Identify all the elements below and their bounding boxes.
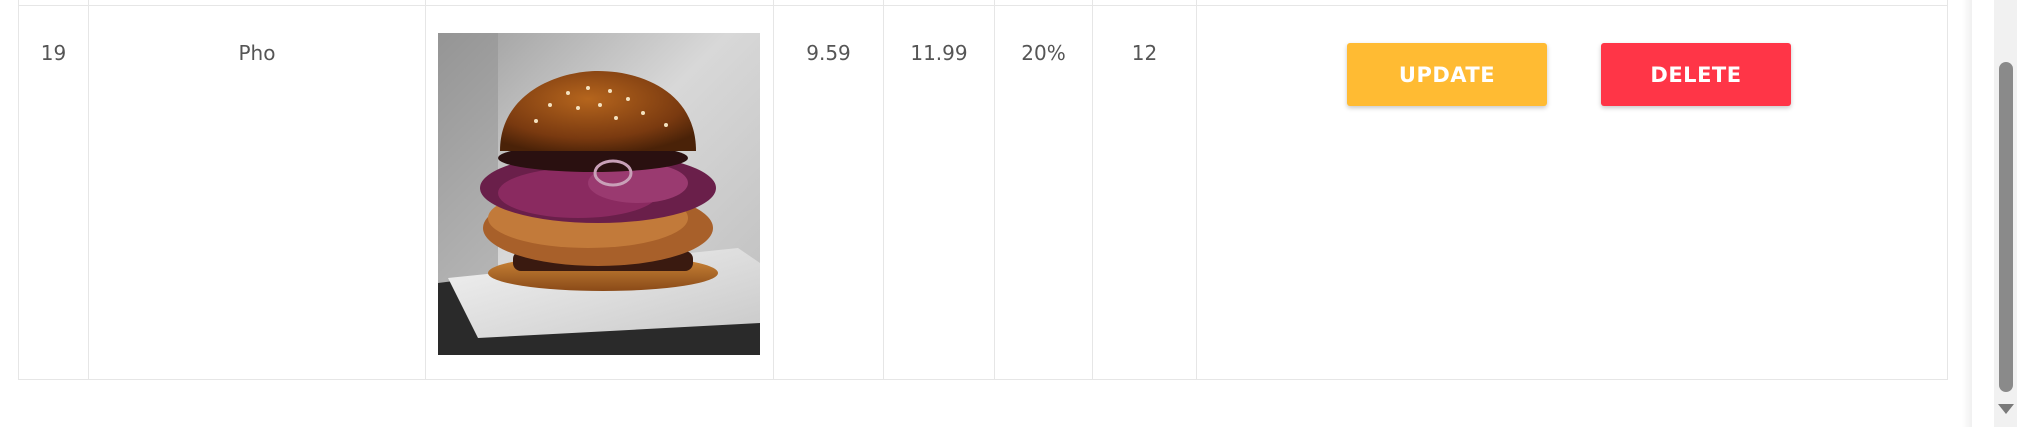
- product-image: [438, 33, 760, 355]
- scrollbar-thumb[interactable]: [1999, 62, 2013, 392]
- row-actions: UPDATE DELETE: [1197, 6, 1947, 379]
- update-button[interactable]: UPDATE: [1347, 43, 1547, 106]
- id-cell: 19: [18, 5, 89, 380]
- discount-cell: 20%: [994, 5, 1093, 380]
- quantity-cell: 12: [1092, 5, 1197, 380]
- original-price-cell: 11.99: [883, 5, 995, 380]
- delete-button[interactable]: DELETE: [1601, 43, 1791, 106]
- products-table: 19 Pho: [18, 0, 1948, 380]
- products-table-container: 19 Pho: [18, 0, 1948, 380]
- product-id: 19: [40, 41, 67, 65]
- product-name: Pho: [238, 41, 276, 65]
- vertical-scrollbar[interactable]: [1994, 0, 2017, 427]
- actions-cell: UPDATE DELETE: [1196, 5, 1948, 380]
- table-row: 19 Pho: [18, 5, 1948, 380]
- product-discount: 20%: [1021, 41, 1066, 65]
- product-price: 9.59: [806, 41, 851, 65]
- price-cell: 9.59: [773, 5, 884, 380]
- product-quantity: 12: [1131, 41, 1158, 65]
- name-cell: Pho: [88, 5, 426, 380]
- product-original-price: 11.99: [910, 41, 968, 65]
- chevron-down-icon[interactable]: [1998, 404, 2014, 414]
- page-edge-shadow: [1962, 0, 1972, 427]
- image-cell: [425, 5, 774, 380]
